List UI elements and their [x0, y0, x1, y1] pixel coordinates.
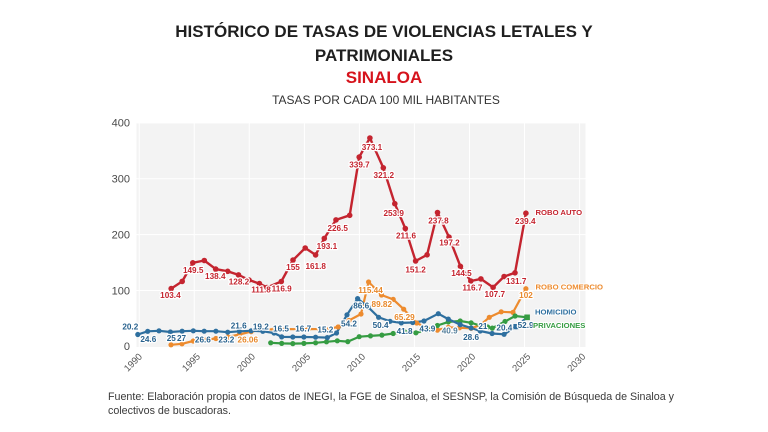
svg-text:197.2: 197.2	[439, 239, 460, 248]
svg-text:0: 0	[124, 341, 130, 353]
svg-text:ROBO AUTO: ROBO AUTO	[536, 208, 583, 217]
svg-text:21: 21	[478, 322, 488, 331]
svg-text:131.7: 131.7	[506, 277, 527, 286]
svg-text:149.5: 149.5	[183, 266, 204, 275]
svg-text:2015: 2015	[400, 352, 423, 375]
svg-text:50.4: 50.4	[373, 321, 389, 330]
svg-text:89.82: 89.82	[372, 300, 393, 309]
svg-text:86.6: 86.6	[353, 301, 369, 310]
svg-text:138.4: 138.4	[205, 272, 226, 281]
svg-text:1990: 1990	[122, 352, 145, 375]
svg-text:52.9: 52.9	[518, 321, 534, 330]
svg-text:2025: 2025	[510, 352, 533, 375]
svg-text:43.9: 43.9	[419, 325, 435, 334]
svg-text:400: 400	[112, 118, 130, 130]
svg-text:16.5: 16.5	[273, 325, 289, 334]
svg-text:54.2: 54.2	[341, 320, 357, 329]
svg-text:211.6: 211.6	[396, 231, 416, 240]
svg-text:200: 200	[112, 229, 130, 241]
svg-text:339.7: 339.7	[349, 161, 370, 170]
svg-text:116.7: 116.7	[462, 283, 482, 292]
svg-text:19.2: 19.2	[253, 323, 269, 332]
svg-text:15.2: 15.2	[317, 325, 333, 334]
svg-text:21.6: 21.6	[231, 322, 247, 331]
svg-text:144.5: 144.5	[451, 269, 472, 278]
svg-text:2000: 2000	[235, 352, 258, 375]
svg-text:155: 155	[286, 263, 300, 272]
svg-text:116.9: 116.9	[272, 284, 292, 293]
svg-text:321.2: 321.2	[374, 171, 395, 180]
svg-text:25: 25	[167, 334, 177, 343]
svg-text:100: 100	[112, 285, 130, 297]
svg-text:2010: 2010	[345, 352, 368, 375]
svg-text:102: 102	[519, 291, 533, 300]
svg-text:226.5: 226.5	[327, 224, 348, 233]
svg-text:1995: 1995	[180, 352, 203, 375]
svg-text:115.44: 115.44	[358, 286, 383, 295]
svg-text:27: 27	[177, 334, 187, 343]
svg-text:151.2: 151.2	[405, 266, 426, 275]
svg-text:HOMICIDIO: HOMICIDIO	[535, 307, 576, 316]
svg-text:237.8: 237.8	[428, 217, 449, 226]
svg-text:41.8: 41.8	[397, 327, 413, 336]
svg-text:40.9: 40.9	[442, 326, 458, 335]
svg-text:107.7: 107.7	[485, 290, 506, 299]
svg-text:2005: 2005	[290, 352, 313, 375]
svg-text:26.06: 26.06	[238, 336, 259, 345]
svg-text:20.4: 20.4	[496, 324, 512, 333]
svg-text:300: 300	[112, 174, 130, 186]
svg-text:26.6: 26.6	[195, 336, 211, 345]
svg-text:2030: 2030	[565, 352, 588, 375]
svg-text:2020: 2020	[455, 352, 478, 375]
svg-text:24.6: 24.6	[140, 335, 156, 344]
svg-text:128.2: 128.2	[229, 277, 250, 286]
svg-text:23.2: 23.2	[218, 336, 234, 345]
svg-text:239.4: 239.4	[515, 217, 536, 226]
svg-text:PRIVACIONES: PRIVACIONES	[533, 321, 585, 330]
svg-text:111.8: 111.8	[251, 286, 271, 295]
svg-text:16.7: 16.7	[295, 325, 311, 334]
svg-text:253.9: 253.9	[383, 209, 404, 218]
svg-text:103.4: 103.4	[160, 291, 181, 300]
svg-text:ROBO COMERCIO: ROBO COMERCIO	[536, 283, 604, 292]
svg-text:28.6: 28.6	[463, 333, 479, 342]
svg-text:161.8: 161.8	[305, 262, 326, 271]
svg-text:20.2: 20.2	[122, 323, 138, 332]
svg-text:373.1: 373.1	[362, 143, 383, 152]
svg-text:193.1: 193.1	[317, 242, 338, 251]
svg-text:65.29: 65.29	[394, 313, 415, 322]
